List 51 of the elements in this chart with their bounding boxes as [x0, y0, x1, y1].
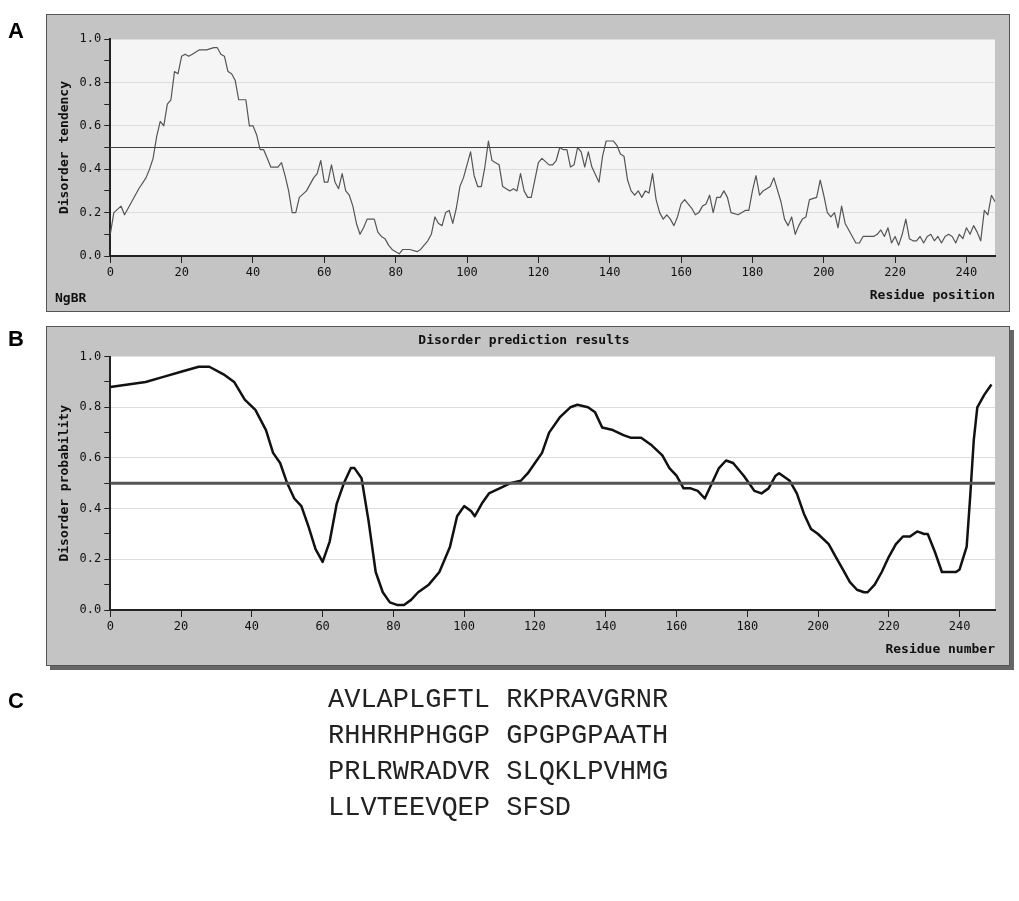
x-tick-label: 180 — [741, 265, 764, 280]
x-tick-label: 0 — [106, 619, 114, 634]
x-tick-label: 200 — [812, 265, 835, 280]
y-tick-label: 1.0 — [79, 348, 102, 363]
x-tick-label: 140 — [594, 619, 617, 634]
text: PRLRWRADVR SLQKLPVHMG — [328, 756, 669, 789]
y-tick-label: 1.0 — [79, 31, 102, 46]
x-tick-label: 100 — [456, 265, 478, 280]
y-tick-label: 0.8 — [79, 399, 102, 414]
x-tick-label: 40 — [244, 619, 260, 634]
text: AVLAPLGFTL RKPRAVGRNR — [328, 684, 669, 717]
y-axis-title: Disorder probability — [56, 404, 72, 562]
y-tick-label: 0.4 — [79, 500, 102, 515]
x-tick-label: 140 — [598, 265, 621, 280]
x-axis-title: Residue number — [885, 640, 996, 656]
text: B — [8, 326, 25, 352]
y-tick-label: 0.4 — [79, 161, 102, 176]
y-tick-label: 0.0 — [79, 602, 102, 617]
x-tick-label: 160 — [670, 265, 692, 280]
y-tick-label: 0.6 — [79, 450, 102, 465]
x-tick-label: 40 — [245, 265, 261, 280]
y-tick-label: 0.2 — [79, 204, 102, 219]
y-tick-label: 0.6 — [79, 117, 102, 132]
x-tick-label: 60 — [317, 265, 332, 280]
y-tick-label: 0.2 — [79, 551, 102, 566]
y-tick-label: 0.0 — [79, 248, 102, 263]
x-tick-label: 160 — [665, 619, 688, 634]
x-tick-label: 220 — [884, 265, 906, 280]
x-tick-label: 80 — [386, 619, 401, 634]
x-tick-label: 80 — [388, 265, 403, 280]
x-tick-label: 20 — [173, 619, 189, 634]
text: RHHRHPHGGP GPGPGPAATH — [328, 720, 669, 753]
text: A — [8, 17, 25, 44]
x-tick-label: 180 — [736, 619, 759, 634]
chart-title: Disorder prediction results — [418, 332, 630, 348]
x-axis-title: Residue position — [869, 286, 995, 302]
x-tick-label: 120 — [527, 265, 550, 280]
text: C — [8, 687, 25, 714]
x-tick-label: 120 — [524, 619, 546, 634]
x-tick-label: 60 — [315, 619, 330, 634]
x-tick-label: 0 — [106, 265, 114, 280]
x-tick-label: 200 — [807, 619, 829, 634]
x-tick-label: 240 — [955, 265, 978, 280]
x-tick-label: 240 — [948, 619, 971, 634]
y-tick-label: 0.8 — [79, 74, 102, 89]
text: LLVTEEVQEP SFSD — [328, 792, 573, 825]
x-tick-label: 20 — [174, 265, 189, 280]
y-axis-title: Disorder tendency — [56, 80, 72, 215]
x-tick-label: 100 — [453, 619, 476, 634]
x-tick-label: 220 — [877, 619, 900, 634]
text: NgBR — [55, 290, 87, 305]
